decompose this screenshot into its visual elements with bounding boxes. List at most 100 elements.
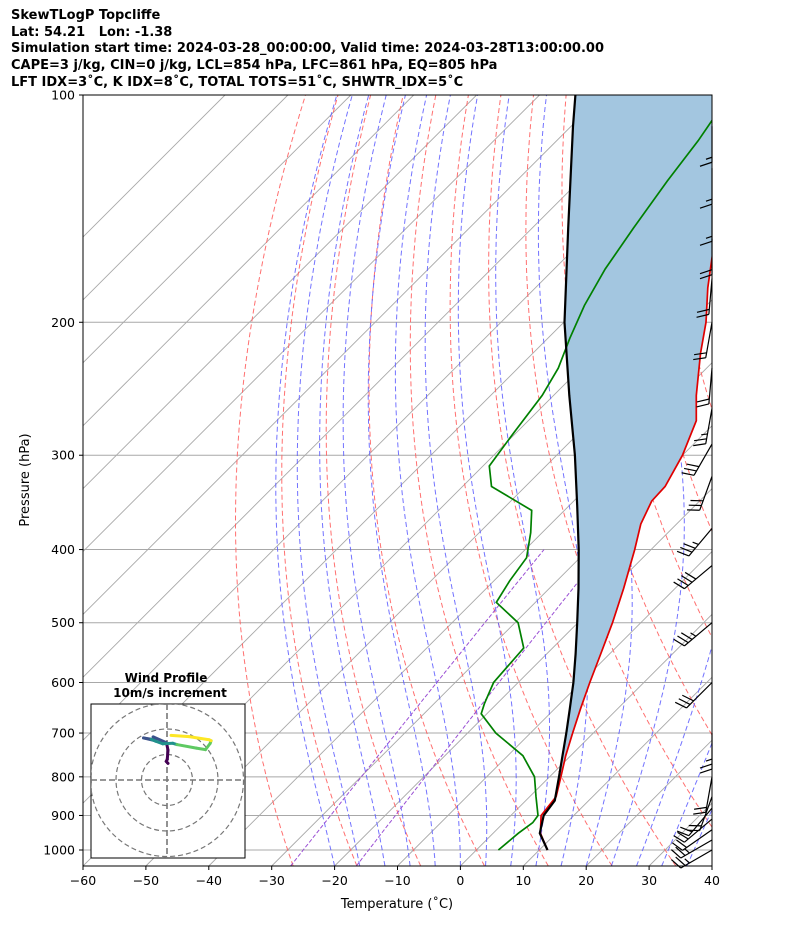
- wind-barb: [681, 443, 713, 476]
- wind-barb-flag: [676, 550, 690, 557]
- wind-barb-staff: [682, 829, 713, 851]
- x-tick-label: 40: [704, 873, 720, 888]
- moist-adiabat-line: [636, 644, 712, 866]
- wind-barb: [673, 622, 713, 647]
- hodograph-trace-segment: [194, 746, 208, 752]
- wind-barb: [696, 278, 713, 318]
- chart-title-block: SkewTLogP Topcliffe Lat: 54.21 Lon: -1.3…: [11, 8, 771, 92]
- wind-barb-staff: [688, 528, 713, 557]
- wind-barb-flag: [673, 638, 685, 647]
- wind-barb-flag: [680, 632, 693, 640]
- isotherm-line: [83, 95, 415, 427]
- wind-barb: [693, 322, 713, 361]
- wind-barb-staff: [705, 408, 713, 444]
- moist-adiabat-line: [661, 741, 712, 866]
- x-tick-label: −20: [321, 873, 347, 888]
- wind-barb-staff: [693, 443, 713, 476]
- wind-barb-staff: [684, 565, 713, 590]
- wind-barb-staff: [699, 796, 713, 831]
- x-tick-label: −30: [259, 873, 285, 888]
- stability-params: CAPE=3 j/kg, CIN=0 j/kg, LCL=854 hPa, LF…: [11, 58, 498, 74]
- y-tick-label: 800: [51, 769, 75, 784]
- wind-barb-flag: [693, 357, 706, 361]
- wind-barb-half-flag: [684, 848, 690, 854]
- dry-adiabat-line: [409, 95, 549, 866]
- x-tick-label: 20: [578, 873, 594, 888]
- temperature-profile: [539, 253, 712, 851]
- wind-barb-flag: [680, 546, 693, 553]
- dry-adiabat-line: [281, 95, 358, 866]
- hodograph-trace-segment: [151, 735, 168, 745]
- wind-barb-staff: [684, 622, 713, 647]
- wind-barb: [671, 829, 713, 851]
- wind-barb-flag: [684, 571, 697, 580]
- x-tick-label: −10: [384, 873, 410, 888]
- moist-adiabat-line: [319, 95, 386, 866]
- dry-adiabat-line: [368, 95, 485, 866]
- y-tick-label: 200: [51, 315, 75, 330]
- moist-adiabat-line: [394, 95, 461, 866]
- wind-barb-flag: [675, 846, 686, 856]
- wind-barb-flag: [681, 472, 695, 476]
- isotherm-line: [83, 95, 477, 490]
- moist-adiabat-line: [457, 95, 517, 866]
- dry-adiabat-line: [663, 95, 712, 411]
- wind-barb: [674, 682, 713, 709]
- dry-adiabat-line: [729, 95, 794, 866]
- wind-barb-flag: [677, 831, 689, 840]
- isotherm-line: [397, 550, 712, 866]
- wind-barb-flag: [699, 763, 713, 769]
- y-tick-label: 600: [51, 675, 75, 690]
- wind-barb-half-flag: [684, 858, 690, 864]
- wind-barb-flag: [694, 438, 707, 442]
- hodograph-trace-segment: [169, 733, 191, 739]
- y-tick-label: 100: [51, 88, 75, 103]
- x-tick-label: 0: [456, 873, 464, 888]
- wind-barb-flag: [677, 635, 689, 644]
- wind-barb: [699, 238, 713, 280]
- dry-adiabat-line: [488, 95, 677, 866]
- wind-barb-half-flag: [690, 632, 697, 637]
- hodograph-trace-segment: [187, 735, 211, 742]
- wind-barb: [699, 733, 713, 774]
- wind-barb: [699, 126, 713, 167]
- station-title: SkewTLogP Topcliffe: [11, 8, 161, 23]
- x-tick-label: 30: [641, 873, 657, 888]
- dewpoint-profile: [480, 119, 712, 851]
- simulation-times: Simulation start time: 2024-03-28_00:00:…: [11, 41, 604, 57]
- isotherm-line: [83, 95, 226, 238]
- wind-barb-flag: [696, 398, 710, 403]
- y-tick-label: 700: [51, 726, 75, 741]
- wind-barb-flag: [673, 581, 685, 590]
- moist-adiabat-line: [686, 808, 712, 866]
- wind-barb: [693, 776, 713, 815]
- wind-barb: [670, 849, 713, 869]
- isotherm-line: [522, 676, 712, 866]
- wind-barb-flag: [671, 842, 683, 851]
- wind-barb-half-flag: [705, 758, 713, 762]
- wind-barb-staff: [680, 849, 713, 869]
- wind-barb-half-flag: [705, 156, 713, 160]
- wind-barb-staff: [705, 322, 713, 358]
- wind-barb: [699, 205, 713, 246]
- wind-barb-flag: [674, 701, 687, 709]
- isotherm-line: [711, 865, 712, 866]
- isotherm-line: [460, 613, 712, 866]
- wind-barb-flag: [680, 826, 693, 833]
- wind-barb-half-flag: [692, 541, 699, 546]
- hodograph-title: Wind Profile: [125, 671, 208, 685]
- wind-barb-staff: [708, 278, 713, 315]
- hodograph-trace-segment: [165, 748, 170, 761]
- wind-barb-staff: [708, 368, 713, 405]
- y-tick-label: 300: [51, 448, 75, 463]
- wind-barb-flag: [677, 578, 689, 586]
- wind-barb-flag: [693, 811, 706, 815]
- moist-adiabat-line: [367, 95, 436, 866]
- parcel-profile: [538, 95, 580, 851]
- isotherm-line: [83, 95, 666, 678]
- wind-barb: [676, 807, 713, 837]
- wind-barb-flag: [676, 839, 687, 848]
- y-tick-label: 900: [51, 808, 75, 823]
- wind-barb-flag: [680, 575, 693, 583]
- wind-barb-flag: [699, 768, 713, 774]
